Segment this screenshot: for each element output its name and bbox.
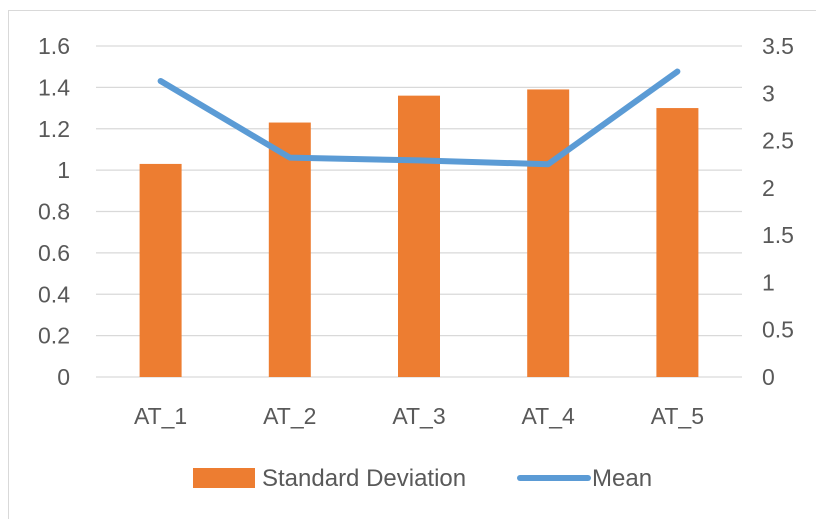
right-tick-label: 3 <box>762 80 775 106</box>
bar-series <box>139 89 699 378</box>
mean-line <box>157 68 681 168</box>
right-tick-label: 0.5 <box>762 317 794 343</box>
left-tick-label: 1.4 <box>38 74 70 100</box>
legend-swatch-bar <box>193 468 255 488</box>
x-tick-label: AT_5 <box>651 403 704 429</box>
right-tick-label: 0 <box>762 364 775 390</box>
right-tick-label: 2.5 <box>762 128 794 154</box>
x-tick-label: AT_1 <box>134 403 187 429</box>
bar <box>398 95 440 378</box>
x-tick-label: AT_3 <box>392 403 445 429</box>
right-tick-label: 3.5 <box>762 33 794 59</box>
left-tick-label: 0.4 <box>38 281 70 307</box>
legend-label-line: Mean <box>592 465 652 492</box>
right-tick-label: 1.5 <box>762 222 794 248</box>
left-tick-label: 1.2 <box>38 116 70 142</box>
bar <box>139 163 182 377</box>
right-tick-label: 1 <box>762 269 775 295</box>
left-tick-label: 0 <box>57 364 70 390</box>
left-tick-label: 1 <box>57 157 70 183</box>
bar <box>268 122 311 377</box>
legend: Standard Deviation Mean <box>193 465 652 492</box>
line-series <box>157 68 681 168</box>
left-tick-label: 0.6 <box>38 240 70 266</box>
bar <box>656 108 699 377</box>
left-tick-label: 0.8 <box>38 199 70 225</box>
bar <box>527 89 570 377</box>
left-axis: 0 0.2 0.4 0.6 0.8 1 1.2 1.4 1.6 <box>38 33 70 390</box>
left-tick-label: 0.2 <box>38 323 70 349</box>
x-axis: AT_1 AT_2 AT_3 AT_4 AT_5 <box>134 403 704 429</box>
x-tick-label: AT_2 <box>263 403 316 429</box>
right-axis: 0 0.5 1 1.5 2 2.5 3 3.5 <box>762 33 794 390</box>
left-tick-label: 1.6 <box>38 33 70 59</box>
x-tick-label: AT_4 <box>522 403 575 429</box>
right-tick-label: 2 <box>762 175 775 201</box>
legend-label-bar: Standard Deviation <box>262 465 466 492</box>
